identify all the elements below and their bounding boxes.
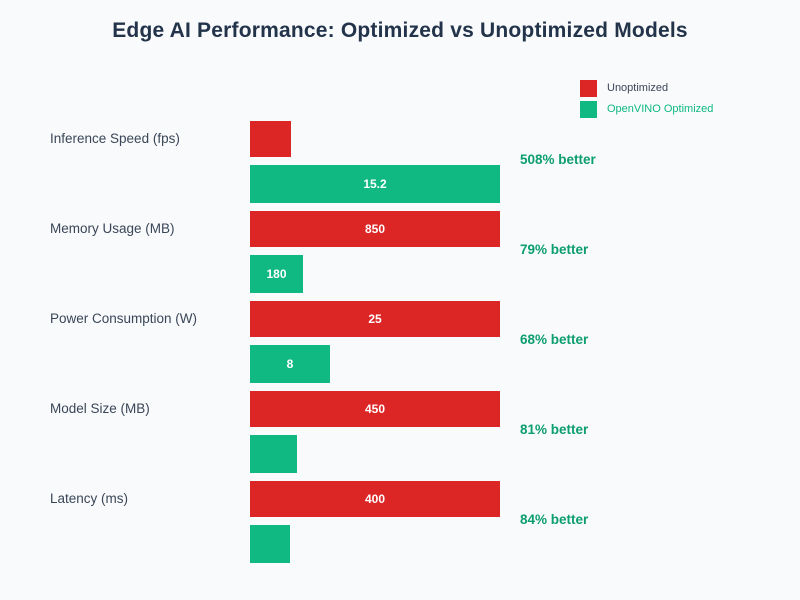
- optimized-bar: 180: [250, 255, 303, 293]
- bar-value-label: 450: [364, 402, 386, 416]
- improvement-label: 79% better: [520, 242, 589, 257]
- optimized-swatch-icon: [580, 101, 597, 118]
- bar-value-label: 850: [364, 222, 386, 236]
- bar-value-label: 25: [368, 312, 382, 326]
- legend: Unoptimized OpenVINO Optimized: [580, 80, 713, 122]
- metric-row: Power Consumption (W) 25 8 68% better: [0, 301, 800, 391]
- unoptimized-swatch-icon: [580, 80, 597, 97]
- category-label: Power Consumption (W): [50, 311, 198, 326]
- optimized-bar: 15.2: [250, 165, 500, 203]
- bar-value-label: 400: [364, 492, 386, 506]
- unoptimized-bar: [250, 121, 291, 157]
- metric-row: Memory Usage (MB) 850 180 79% better: [0, 211, 800, 301]
- bar-value-label: 15.2: [363, 177, 387, 191]
- improvement-label: 84% better: [520, 512, 589, 527]
- metric-row: Inference Speed (fps) 15.2 508% better: [0, 121, 800, 211]
- improvement-label: 68% better: [520, 332, 589, 347]
- optimized-bar: 8: [250, 345, 330, 383]
- unoptimized-bar: 850: [250, 211, 500, 247]
- metric-row: Latency (ms) 400 84% better: [0, 481, 800, 571]
- optimized-bar: [250, 435, 297, 473]
- legend-item-unoptimized: Unoptimized: [580, 80, 713, 97]
- category-label: Memory Usage (MB): [50, 221, 175, 236]
- category-label: Latency (ms): [50, 491, 129, 506]
- category-label: Inference Speed (fps): [50, 131, 180, 146]
- improvement-label: 508% better: [520, 152, 596, 167]
- unoptimized-bar: 25: [250, 301, 500, 337]
- bar-value-label: 180: [266, 267, 287, 281]
- category-label: Model Size (MB): [50, 401, 150, 416]
- legend-label-unoptimized: Unoptimized: [607, 82, 669, 94]
- legend-item-optimized: OpenVINO Optimized: [580, 101, 713, 118]
- chart-title: Edge AI Performance: Optimized vs Unopti…: [112, 19, 688, 42]
- unoptimized-bar: 450: [250, 391, 500, 427]
- improvement-label: 81% better: [520, 422, 589, 437]
- bar-value-label: 8: [286, 357, 294, 371]
- metric-row: Model Size (MB) 450 81% better: [0, 391, 800, 481]
- legend-label-optimized: OpenVINO Optimized: [607, 103, 714, 115]
- optimized-bar: [250, 525, 290, 563]
- unoptimized-bar: 400: [250, 481, 500, 517]
